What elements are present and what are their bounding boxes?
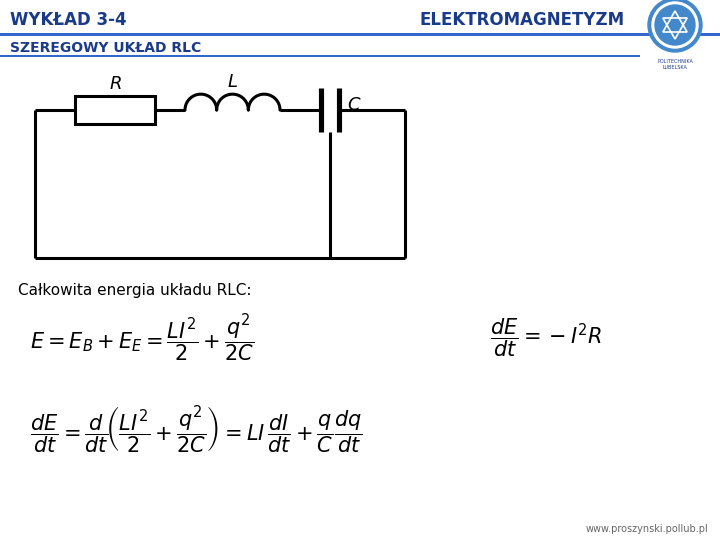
Text: www.proszynski.pollub.pl: www.proszynski.pollub.pl — [585, 524, 708, 534]
Bar — [0, 55, 640, 57]
Text: POLITECHNIKA
LUBELSKA: POLITECHNIKA LUBELSKA — [657, 59, 693, 70]
Text: SZEREGOWY UKŁAD RLC: SZEREGOWY UKŁAD RLC — [10, 41, 202, 55]
Text: $E = E_{B} + E_{E} = \dfrac{LI^{2}}{2} + \dfrac{q^{2}}{2C}$: $E = E_{B} + E_{E} = \dfrac{LI^{2}}{2} +… — [30, 312, 254, 364]
Text: $\dfrac{dE}{dt} = -I^{2}R$: $\dfrac{dE}{dt} = -I^{2}R$ — [490, 317, 603, 359]
Text: $C$: $C$ — [347, 96, 361, 114]
Bar — [0, 33, 720, 36]
Circle shape — [648, 0, 702, 52]
Text: ELEKTROMAGNETYZM: ELEKTROMAGNETYZM — [420, 11, 625, 29]
Circle shape — [655, 5, 695, 45]
Text: $\dfrac{dE}{dt} = \dfrac{d}{dt}\!\left(\dfrac{LI^{2}}{2} + \dfrac{q^{2}}{2C}\rig: $\dfrac{dE}{dt} = \dfrac{d}{dt}\!\left(\… — [30, 404, 363, 456]
Bar — [75, 96, 155, 124]
Text: WYKŁAD 3-4: WYKŁAD 3-4 — [10, 11, 127, 29]
Text: $L$: $L$ — [227, 73, 238, 91]
Text: Całkowita energia układu RLC:: Całkowita energia układu RLC: — [18, 283, 251, 298]
Text: $R$: $R$ — [109, 75, 122, 93]
Circle shape — [652, 2, 698, 48]
